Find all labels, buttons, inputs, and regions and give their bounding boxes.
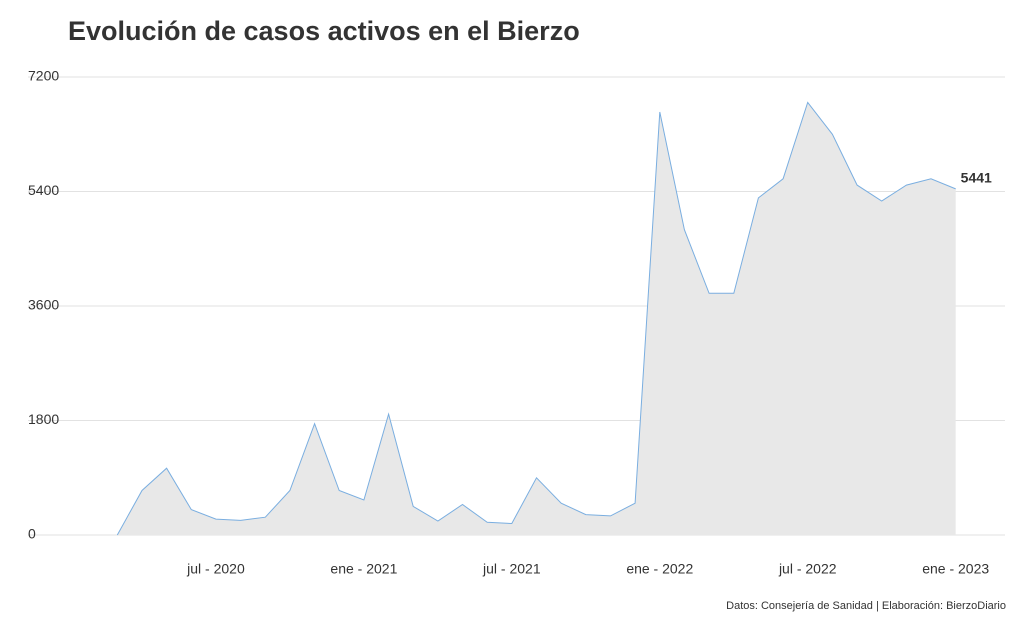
x-tick-label: ene - 2023 xyxy=(922,561,989,577)
line xyxy=(116,101,956,536)
x-tick-label: ene - 2021 xyxy=(330,561,397,577)
y-tick-label: 0 xyxy=(28,526,36,542)
x-tick-label: jul - 2021 xyxy=(482,561,541,577)
x-tick-label: jul - 2020 xyxy=(186,561,245,577)
chart-title: Evolución de casos activos en el Bierzo xyxy=(68,16,580,46)
y-tick-label: 3600 xyxy=(28,297,59,313)
y-tick-label: 5400 xyxy=(28,182,59,198)
x-tick-label: ene - 2022 xyxy=(626,561,693,577)
source-note: Datos: Consejería de Sanidad | Elaboraci… xyxy=(726,600,1006,612)
area xyxy=(117,102,956,536)
y-tick-label: 1800 xyxy=(28,411,59,427)
x-tick-label: jul - 2022 xyxy=(778,561,837,577)
value-label: 5441 xyxy=(961,170,992,186)
y-tick-label: 7200 xyxy=(28,68,59,84)
